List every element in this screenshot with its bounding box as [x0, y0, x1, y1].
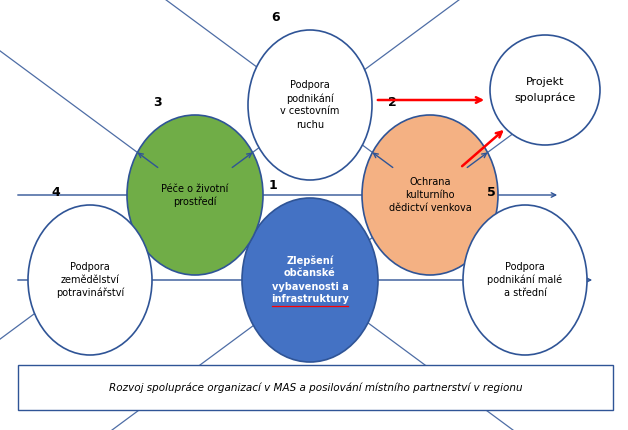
Text: 2: 2 — [388, 96, 397, 109]
Ellipse shape — [490, 35, 600, 145]
Ellipse shape — [242, 198, 378, 362]
Text: Rozvoj spolupráce organizací v MAS a posilování místního partnerství v regionu: Rozvoj spolupráce organizací v MAS a pos… — [109, 382, 522, 393]
Text: Podpora: Podpora — [70, 262, 110, 272]
Text: 5: 5 — [487, 186, 495, 199]
Ellipse shape — [127, 115, 263, 275]
Text: dědictví venkova: dědictví venkova — [389, 203, 472, 213]
Ellipse shape — [28, 205, 152, 355]
Text: vybavenosti a: vybavenosti a — [272, 282, 349, 292]
Text: Projekt: Projekt — [526, 77, 564, 87]
Text: občanské: občanské — [284, 268, 336, 279]
FancyBboxPatch shape — [18, 365, 613, 410]
Text: v cestovním: v cestovním — [280, 107, 340, 117]
Text: ruchu: ruchu — [296, 120, 324, 129]
Text: kulturního: kulturního — [405, 190, 455, 200]
Text: Zlepšení: Zlepšení — [286, 255, 333, 266]
Text: prostředí: prostředí — [173, 196, 217, 207]
Text: 4: 4 — [51, 186, 60, 199]
Text: zemědělství: zemědělství — [60, 275, 119, 285]
Text: 6: 6 — [271, 11, 280, 24]
Text: infrastruktury: infrastruktury — [271, 295, 349, 304]
Ellipse shape — [248, 30, 372, 180]
Text: podnikání: podnikání — [286, 93, 334, 104]
Text: 3: 3 — [153, 96, 162, 109]
Text: 1: 1 — [268, 179, 277, 192]
Text: Podpora: Podpora — [290, 80, 330, 90]
Text: podnikání malé: podnikání malé — [487, 275, 563, 285]
Ellipse shape — [463, 205, 587, 355]
Text: Podpora: Podpora — [505, 262, 545, 272]
Text: Ochrana: Ochrana — [409, 177, 451, 187]
Ellipse shape — [362, 115, 498, 275]
Text: a střední: a střední — [504, 288, 546, 298]
Text: potravinářství: potravinářství — [56, 288, 124, 298]
Text: Péče o životní: Péče o životní — [161, 184, 229, 194]
Text: spolupráce: spolupráce — [514, 93, 576, 103]
